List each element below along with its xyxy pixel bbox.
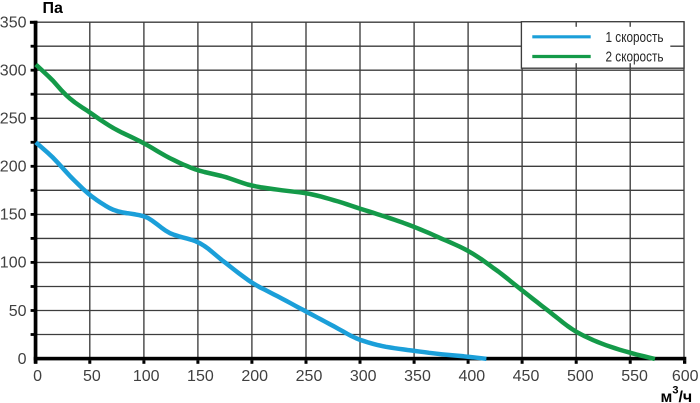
svg-text:500: 500 [567,368,594,385]
svg-text:0: 0 [33,368,42,385]
svg-text:200: 200 [0,159,27,176]
svg-text:Па: Па [43,0,64,17]
svg-text:50: 50 [9,303,27,320]
svg-text:150: 150 [187,368,214,385]
svg-text:400: 400 [458,368,485,385]
svg-text:0: 0 [18,351,27,368]
svg-text:1 скорость: 1 скорость [606,30,664,46]
svg-text:2 скорость: 2 скорость [606,50,664,66]
svg-text:350: 350 [404,368,431,385]
svg-text:100: 100 [0,255,27,272]
svg-text:100: 100 [133,368,160,385]
svg-text:600: 600 [672,368,699,385]
svg-text:300: 300 [0,63,27,80]
svg-text:150: 150 [0,207,27,224]
svg-text:250: 250 [0,111,27,128]
svg-text:350: 350 [0,15,27,32]
svg-text:300: 300 [350,368,377,385]
svg-text:200: 200 [241,368,268,385]
svg-text:50: 50 [83,368,101,385]
svg-text:м3/ч: м3/ч [661,385,693,403]
svg-text:250: 250 [296,368,323,385]
svg-text:550: 550 [621,368,648,385]
svg-text:450: 450 [513,368,540,385]
